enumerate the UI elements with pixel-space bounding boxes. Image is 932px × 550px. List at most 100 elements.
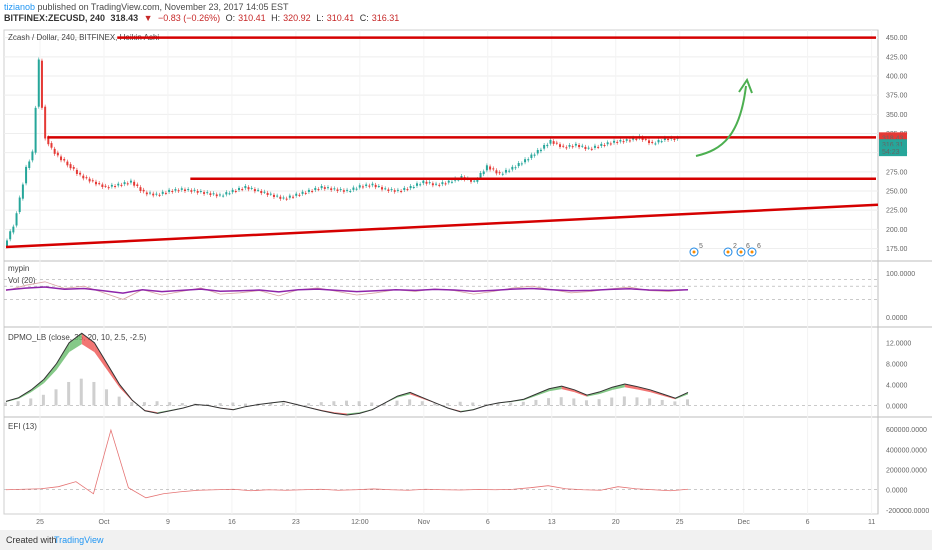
symbol-name[interactable]: BITFINEX:ZECUSD, 240 [4, 13, 106, 23]
candle [307, 189, 310, 192]
candle [94, 181, 97, 185]
candle [514, 167, 517, 169]
candle [425, 181, 428, 184]
candle [647, 140, 650, 144]
y-tick-label: 350.00 [886, 112, 908, 119]
histogram-bar [281, 402, 285, 406]
price-label: 54:23 [882, 149, 900, 156]
histogram-bar [105, 389, 109, 406]
candle [492, 168, 495, 170]
candle [543, 145, 546, 149]
histogram-bar [610, 397, 614, 406]
candle [206, 192, 209, 194]
candle [342, 190, 345, 192]
candle [110, 184, 113, 187]
event-count: 6 [746, 243, 750, 250]
candle [632, 137, 635, 140]
x-tick-label: 13 [548, 519, 556, 526]
oscillator-line [5, 281, 689, 300]
histogram-bar [458, 401, 462, 406]
histogram-bar [16, 401, 20, 406]
histogram-bar [92, 381, 96, 406]
y-tick-label: 0.0000 [886, 488, 908, 495]
y-tick-label: 8.0000 [886, 362, 908, 369]
candle [504, 169, 507, 173]
candle [272, 194, 275, 197]
histogram-bar [572, 398, 576, 406]
x-tick-label: Nov [418, 519, 431, 526]
candle [231, 189, 234, 193]
histogram-bar [130, 402, 134, 406]
histogram-bar [395, 400, 399, 406]
histogram-bar [155, 401, 159, 406]
candle [387, 189, 390, 191]
candle [660, 141, 663, 143]
candle [663, 137, 666, 141]
candle [136, 184, 139, 187]
y-tick-label: 450.00 [886, 35, 908, 42]
histogram-bar [345, 400, 348, 406]
event-count: 5 [699, 243, 703, 250]
candle [98, 183, 101, 185]
candle [431, 183, 434, 186]
candle [339, 189, 342, 191]
publish-line: tizianob published on TradingView.com, N… [4, 2, 289, 13]
candle [482, 171, 485, 175]
trend-line [5, 203, 879, 249]
candle [390, 189, 393, 191]
candle [88, 178, 91, 182]
candle [441, 182, 444, 185]
candle [247, 187, 250, 190]
price-label-box [879, 132, 907, 143]
candle [358, 185, 361, 188]
candle [53, 148, 56, 154]
candle [12, 226, 15, 233]
candle [470, 179, 473, 182]
candle [508, 170, 511, 172]
y-tick-label: 175.00 [886, 246, 908, 253]
created-with-text: Created with [6, 535, 57, 545]
candle [574, 143, 577, 146]
tradingview-logo[interactable]: TradingView [54, 535, 104, 545]
candle [82, 175, 85, 179]
candle [79, 172, 82, 175]
candle [549, 140, 552, 144]
candle [304, 192, 307, 194]
candle [320, 186, 323, 189]
momentum-fill [612, 384, 625, 390]
candle [520, 163, 523, 165]
candle [473, 180, 476, 182]
price-label-box [879, 146, 907, 157]
author-link[interactable]: tizianob [4, 2, 36, 12]
candle [593, 145, 596, 148]
histogram-bar [509, 402, 513, 406]
candle [460, 176, 463, 179]
candle [276, 195, 279, 197]
candle [114, 186, 117, 188]
candle [644, 138, 647, 140]
x-tick-label: 25 [36, 519, 44, 526]
candle [384, 188, 387, 190]
panel-subtitle-vol: Vol (20) [8, 276, 36, 285]
published-text: published on TradingView.com, November 2… [37, 2, 289, 12]
candle [365, 184, 368, 187]
candle [123, 182, 126, 185]
candle [314, 187, 317, 191]
chart-area[interactable]: 175.00200.00225.00250.00275.00300.00325.… [0, 26, 932, 530]
candle [37, 59, 40, 107]
candle [145, 192, 148, 195]
candle [222, 195, 225, 197]
histogram-bar [622, 396, 626, 406]
signal-line [5, 286, 689, 294]
candle [47, 137, 50, 145]
candle [15, 213, 18, 226]
candle [292, 196, 295, 198]
candle [511, 166, 514, 170]
candle [635, 138, 638, 140]
candle [654, 143, 657, 145]
y-tick-label: 200000.0000 [886, 468, 927, 475]
candle [174, 189, 177, 191]
candle [667, 138, 670, 141]
candle [495, 170, 498, 174]
price-label-box [879, 139, 907, 150]
